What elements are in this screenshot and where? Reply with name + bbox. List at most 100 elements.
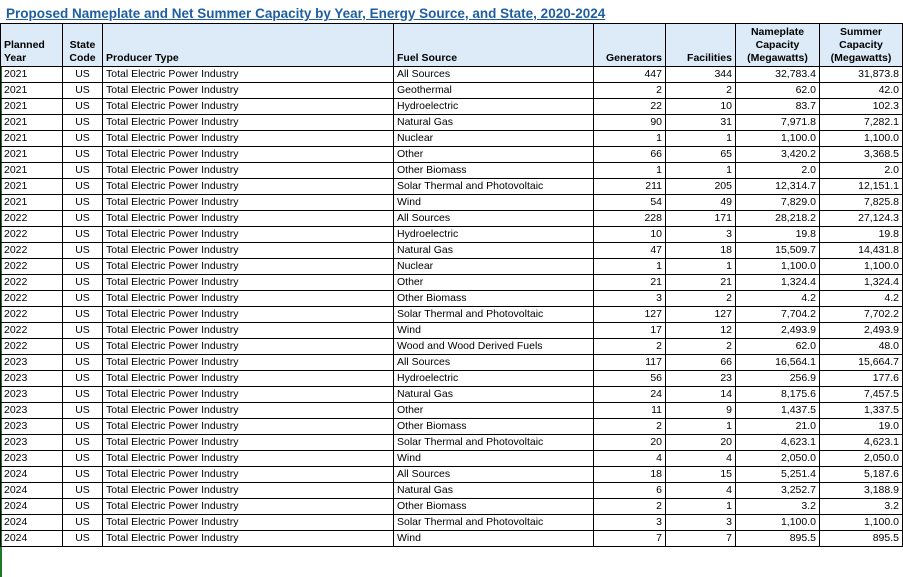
cell-summer-capacity[interactable]: 4,623.1 (819, 434, 903, 451)
cell-planned-year[interactable]: 2021 (0, 162, 63, 179)
cell-summer-capacity[interactable]: 12,151.1 (819, 178, 903, 195)
cell-nameplate-capacity[interactable]: 8,175.6 (735, 386, 820, 403)
cell-producer-type[interactable]: Total Electric Power Industry (102, 82, 394, 99)
cell-producer-type[interactable]: Total Electric Power Industry (102, 178, 394, 195)
cell-producer-type[interactable]: Total Electric Power Industry (102, 338, 394, 355)
cell-generators[interactable]: 10 (593, 226, 666, 243)
cell-nameplate-capacity[interactable]: 2,493.9 (735, 322, 820, 339)
cell-nameplate-capacity[interactable]: 3,252.7 (735, 482, 820, 499)
cell-producer-type[interactable]: Total Electric Power Industry (102, 146, 394, 163)
cell-generators[interactable]: 20 (593, 434, 666, 451)
cell-facilities[interactable]: 1 (665, 130, 736, 147)
cell-fuel-source[interactable]: Nuclear (393, 130, 594, 147)
cell-fuel-source[interactable]: Other (393, 402, 594, 419)
cell-nameplate-capacity[interactable]: 5,251.4 (735, 466, 820, 483)
cell-summer-capacity[interactable]: 102.3 (819, 98, 903, 115)
cell-fuel-source[interactable]: All Sources (393, 466, 594, 483)
cell-producer-type[interactable]: Total Electric Power Industry (102, 130, 394, 147)
header-planned-year[interactable]: Planned Year (0, 23, 63, 67)
cell-producer-type[interactable]: Total Electric Power Industry (102, 274, 394, 291)
cell-nameplate-capacity[interactable]: 2,050.0 (735, 450, 820, 467)
cell-facilities[interactable]: 10 (665, 98, 736, 115)
cell-state-code[interactable]: US (62, 98, 103, 115)
cell-nameplate-capacity[interactable]: 16,564.1 (735, 354, 820, 371)
cell-generators[interactable]: 1 (593, 162, 666, 179)
cell-planned-year[interactable]: 2022 (0, 306, 63, 323)
cell-facilities[interactable]: 14 (665, 386, 736, 403)
header-producer-type[interactable]: Producer Type (102, 23, 394, 67)
cell-producer-type[interactable]: Total Electric Power Industry (102, 242, 394, 259)
cell-generators[interactable]: 1 (593, 258, 666, 275)
cell-generators[interactable]: 228 (593, 210, 666, 227)
cell-state-code[interactable]: US (62, 514, 103, 531)
cell-nameplate-capacity[interactable]: 1,100.0 (735, 258, 820, 275)
cell-state-code[interactable]: US (62, 434, 103, 451)
cell-summer-capacity[interactable]: 7,457.5 (819, 386, 903, 403)
cell-nameplate-capacity[interactable]: 4.2 (735, 290, 820, 307)
cell-generators[interactable]: 66 (593, 146, 666, 163)
cell-generators[interactable]: 18 (593, 466, 666, 483)
cell-fuel-source[interactable]: Nuclear (393, 258, 594, 275)
cell-facilities[interactable]: 3 (665, 226, 736, 243)
cell-summer-capacity[interactable]: 177.6 (819, 370, 903, 387)
cell-generators[interactable]: 22 (593, 98, 666, 115)
cell-facilities[interactable]: 1 (665, 418, 736, 435)
cell-facilities[interactable]: 4 (665, 450, 736, 467)
cell-producer-type[interactable]: Total Electric Power Industry (102, 514, 394, 531)
cell-nameplate-capacity[interactable]: 1,437.5 (735, 402, 820, 419)
cell-producer-type[interactable]: Total Electric Power Industry (102, 402, 394, 419)
cell-summer-capacity[interactable]: 4.2 (819, 290, 903, 307)
cell-summer-capacity[interactable]: 1,100.0 (819, 514, 903, 531)
cell-producer-type[interactable]: Total Electric Power Industry (102, 466, 394, 483)
cell-summer-capacity[interactable]: 19.8 (819, 226, 903, 243)
cell-fuel-source[interactable]: Other Biomass (393, 290, 594, 307)
cell-nameplate-capacity[interactable]: 3,420.2 (735, 146, 820, 163)
cell-facilities[interactable]: 65 (665, 146, 736, 163)
cell-summer-capacity[interactable]: 1,337.5 (819, 402, 903, 419)
cell-planned-year[interactable]: 2022 (0, 338, 63, 355)
cell-nameplate-capacity[interactable]: 4,623.1 (735, 434, 820, 451)
cell-state-code[interactable]: US (62, 258, 103, 275)
cell-fuel-source[interactable]: Solar Thermal and Photovoltaic (393, 178, 594, 195)
cell-planned-year[interactable]: 2023 (0, 450, 63, 467)
cell-generators[interactable]: 1 (593, 130, 666, 147)
cell-facilities[interactable]: 18 (665, 242, 736, 259)
cell-nameplate-capacity[interactable]: 1,324.4 (735, 274, 820, 291)
cell-producer-type[interactable]: Total Electric Power Industry (102, 306, 394, 323)
cell-generators[interactable]: 2 (593, 418, 666, 435)
cell-fuel-source[interactable]: Natural Gas (393, 242, 594, 259)
cell-fuel-source[interactable]: Natural Gas (393, 386, 594, 403)
cell-producer-type[interactable]: Total Electric Power Industry (102, 386, 394, 403)
cell-facilities[interactable]: 4 (665, 482, 736, 499)
cell-nameplate-capacity[interactable]: 83.7 (735, 98, 820, 115)
cell-generators[interactable]: 2 (593, 338, 666, 355)
cell-fuel-source[interactable]: Hydroelectric (393, 370, 594, 387)
cell-nameplate-capacity[interactable]: 28,218.2 (735, 210, 820, 227)
cell-summer-capacity[interactable]: 7,702.2 (819, 306, 903, 323)
cell-planned-year[interactable]: 2023 (0, 434, 63, 451)
cell-summer-capacity[interactable]: 1,100.0 (819, 130, 903, 147)
cell-facilities[interactable]: 7 (665, 530, 736, 547)
cell-summer-capacity[interactable]: 5,187.6 (819, 466, 903, 483)
cell-planned-year[interactable]: 2023 (0, 370, 63, 387)
cell-generators[interactable]: 127 (593, 306, 666, 323)
cell-summer-capacity[interactable]: 27,124.3 (819, 210, 903, 227)
cell-summer-capacity[interactable]: 42.0 (819, 82, 903, 99)
cell-fuel-source[interactable]: All Sources (393, 66, 594, 83)
cell-generators[interactable]: 24 (593, 386, 666, 403)
cell-planned-year[interactable]: 2024 (0, 466, 63, 483)
cell-facilities[interactable]: 2 (665, 290, 736, 307)
cell-facilities[interactable]: 66 (665, 354, 736, 371)
cell-nameplate-capacity[interactable]: 62.0 (735, 338, 820, 355)
cell-summer-capacity[interactable]: 48.0 (819, 338, 903, 355)
cell-planned-year[interactable]: 2023 (0, 386, 63, 403)
cell-summer-capacity[interactable]: 3,368.5 (819, 146, 903, 163)
cell-facilities[interactable]: 2 (665, 338, 736, 355)
cell-planned-year[interactable]: 2022 (0, 210, 63, 227)
cell-facilities[interactable]: 20 (665, 434, 736, 451)
cell-summer-capacity[interactable]: 2,050.0 (819, 450, 903, 467)
cell-facilities[interactable]: 171 (665, 210, 736, 227)
cell-planned-year[interactable]: 2022 (0, 226, 63, 243)
cell-producer-type[interactable]: Total Electric Power Industry (102, 210, 394, 227)
cell-nameplate-capacity[interactable]: 7,704.2 (735, 306, 820, 323)
